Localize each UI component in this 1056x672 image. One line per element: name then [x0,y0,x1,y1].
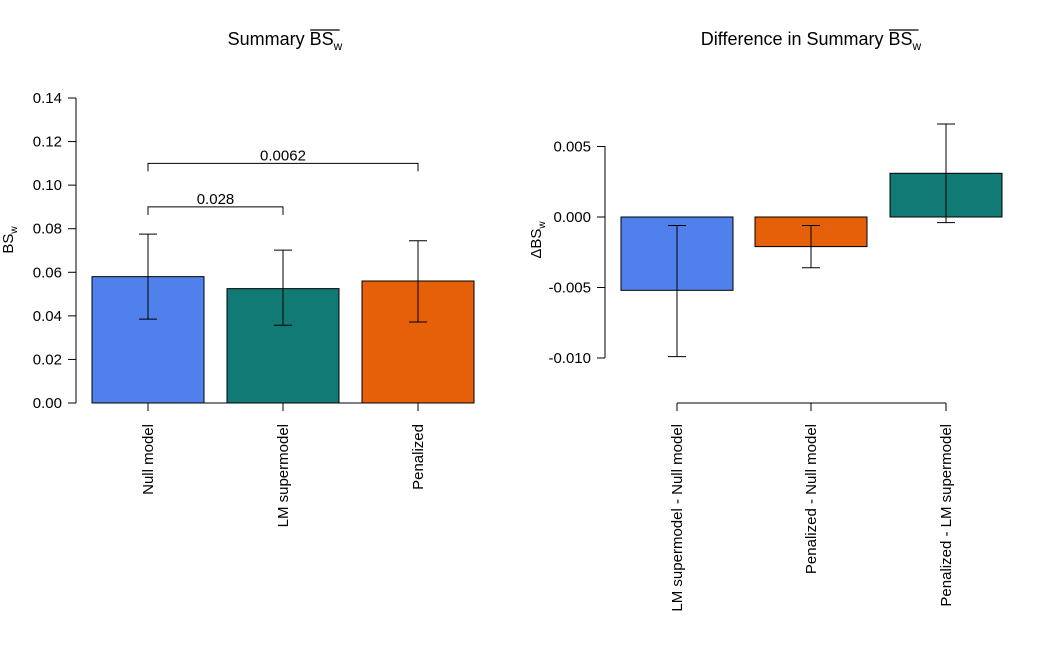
chart-summary-significance-bracket: 0.0062 [147,147,419,172]
chart-summary-y-tick-label: 0.12 [33,134,62,151]
chart-summary-category-label: Null model [140,424,157,495]
chart-summary-y-tick-label: 0.00 [33,395,62,412]
chart-summary-category-label: Penalized [410,424,427,490]
chart-summary-y-tick-label: 0.04 [33,308,62,325]
chart-difference: Difference in Summary BSw -0.010-0.0050.… [528,29,1003,612]
chart-difference-error-bar [802,224,820,269]
chart-summary-y-tick-label: 0.14 [33,90,62,107]
chart-summary-y-label-subscript: w [9,226,20,235]
chart-difference-y-label: ΔBSw [528,221,548,259]
bracket-p-value-label: 0.0062 [260,147,306,164]
chart-difference-y-label-subscript: w [537,221,548,230]
chart-difference-error-bar [668,224,686,358]
chart-difference-y-label-main: BS [528,229,545,249]
chart-summary-error-bar [409,240,427,323]
chart-summary-y-tick-label: 0.02 [33,351,62,368]
chart-difference-error-bars [668,123,955,358]
chart-difference-y-tick-label: 0.005 [553,139,591,156]
chart-difference-title-subscript: w [912,39,922,53]
bracket-p-value-label: 0.028 [197,191,235,208]
chart-summary-significance-brackets: 0.028 0.0062 [147,147,419,215]
chart-summary-title-main: Summary [228,29,310,49]
chart-difference-x-ticks: LM supermodel - Null model Penalized - Nu… [669,403,955,612]
chart-summary-y-tick-label: 0.06 [33,264,62,281]
chart-summary-y-tick-label: 0.08 [33,221,62,238]
chart-difference-title-overlined: BS [889,29,913,49]
chart-summary-error-bars [139,233,427,326]
chart-difference-category-label: Penalized - Null model [803,424,820,574]
chart-summary-title-subscript: w [333,39,343,53]
chart-summary-category-label: LM supermodel [275,424,292,527]
bracket-line [147,206,284,215]
chart-summary-significance-bracket: 0.028 [147,191,284,215]
chart-summary-y-ticks: 0.00 0.02 0.04 0.06 0.08 0.10 0.12 0.14 [33,90,76,412]
bracket-line [147,162,419,172]
chart-difference-error-bar [937,123,955,224]
chart-difference-category-label: Penalized - LM supermodel [938,424,955,607]
chart-summary-error-bar [274,249,292,326]
chart-difference-title: Difference in Summary BSw [701,29,922,53]
chart-difference-y-tick-label: -0.005 [548,280,591,297]
chart-difference-y-label-prefix: Δ [528,249,545,259]
chart-summary: Summary BSw 0.000.020.040.060.080.100.12… [0,29,475,527]
chart-difference-y-tick-label: 0.000 [553,209,591,226]
chart-summary-x-ticks: Null model LM supermodel Penalized [140,403,427,527]
chart-summary-y-label-main: BS [0,234,17,254]
chart-summary-title-overlined: BS [310,29,334,49]
chart-summary-y-label: BSw [0,226,20,254]
chart-difference-y-ticks: -0.010 -0.005 0.000 0.005 [548,139,605,367]
chart-difference-title-main: Difference in Summary [701,29,889,49]
chart-summary-error-bar [139,233,157,320]
chart-difference-category-label: LM supermodel - Null model [669,424,686,612]
chart-summary-title: Summary BSw [228,29,343,53]
chart-difference-y-tick-label: -0.010 [548,350,591,367]
chart-summary-y-tick-label: 0.10 [33,177,62,194]
